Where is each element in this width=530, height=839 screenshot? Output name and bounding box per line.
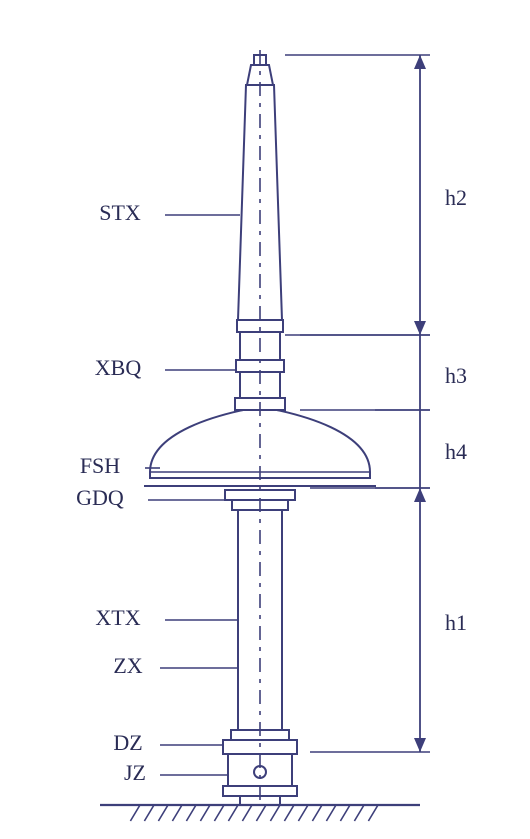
ground-hatch [242,805,252,821]
ground-hatch [340,805,350,821]
ground-hatch [144,805,154,821]
diagram-svg: STX XBQ FSH GDQ XTX ZX DZ JZ h2 h3 h4 h1 [0,0,530,839]
dim-label-h4: h4 [445,439,467,464]
label-zx: ZX [113,653,142,678]
dim-label-h3: h3 [445,363,467,388]
ground-hatch [354,805,364,821]
label-jz: JZ [124,760,146,785]
label-gdq: GDQ [76,485,124,510]
ground-hatch [130,805,140,821]
label-xtx: XTX [95,605,140,630]
ground-hatch [186,805,196,821]
ground-hatch [214,805,224,821]
ground-hatch [298,805,308,821]
ground-hatch [368,805,378,821]
dim-label-h1: h1 [445,610,467,635]
label-stx: STX [99,200,141,225]
label-xbq: XBQ [95,355,142,380]
ground-hatch [158,805,168,821]
ground-hatch [326,805,336,821]
ground-hatch [228,805,238,821]
dim-label-h2: h2 [445,185,467,210]
ground-hatch [256,805,266,821]
ground-hatch [270,805,280,821]
ground-hatch [312,805,322,821]
ground-hatch [284,805,294,821]
ground-hatch [200,805,210,821]
label-fsh: FSH [80,453,120,478]
label-dz: DZ [113,730,142,755]
diagram-stage: STX XBQ FSH GDQ XTX ZX DZ JZ h2 h3 h4 h1 [0,0,530,839]
ground-hatch [172,805,182,821]
